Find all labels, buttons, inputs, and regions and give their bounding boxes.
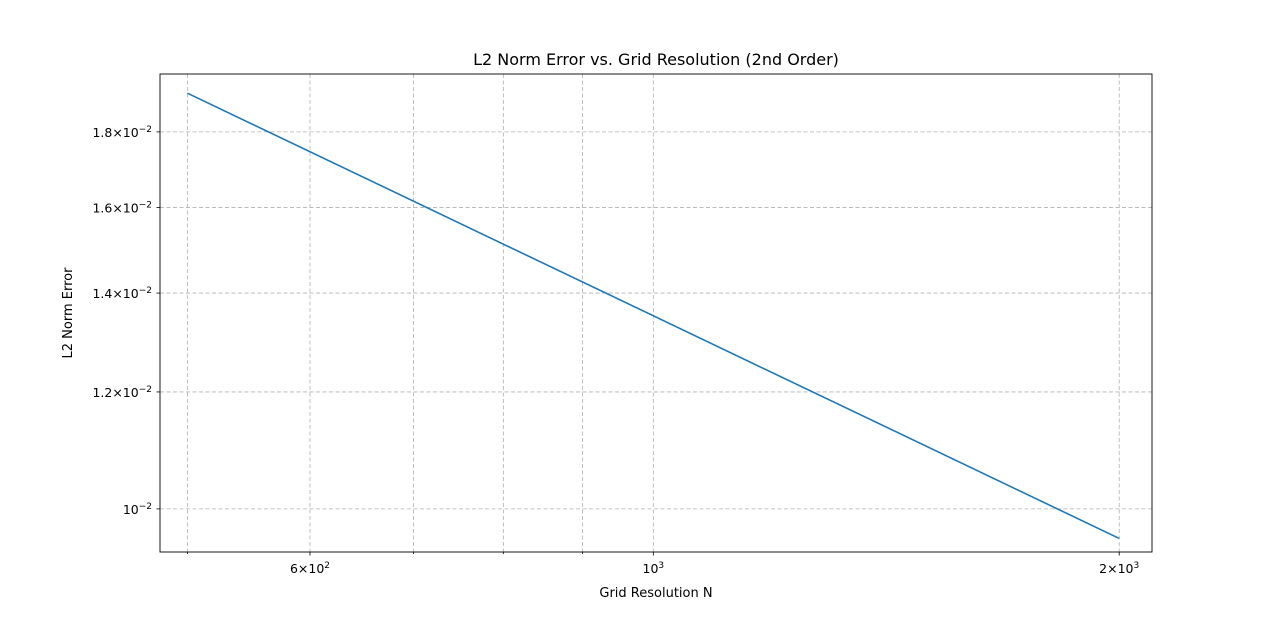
grid-layer [160, 74, 1152, 552]
x-tick-label: 6×102 [290, 561, 330, 576]
y-axis-label: L2 Norm Error [61, 267, 76, 359]
plot-frame [159, 73, 1153, 553]
y-tick-label: 1.4×10−2 [92, 286, 152, 301]
x-tick-label: 2×103 [1099, 561, 1139, 576]
y-tick-label: 10−2 [123, 502, 152, 517]
tick-layer: 6×102 103 2×103 10−2 1.2×10−2 1.4×10−2 1.6×10−… [92, 125, 1139, 576]
x-axis-label: Grid Resolution N [599, 586, 712, 601]
chart-title: L2 Norm Error vs. Grid Resolution (2nd O… [473, 50, 839, 69]
series-layer [187, 92, 1120, 540]
y-tick-label: 1.2×10−2 [92, 385, 152, 400]
error-series-line [187, 92, 1120, 540]
y-tick-label: 1.6×10−2 [92, 200, 152, 215]
x-tick-label: 103 [643, 561, 665, 576]
y-tick-label: 1.8×10−2 [92, 125, 152, 140]
